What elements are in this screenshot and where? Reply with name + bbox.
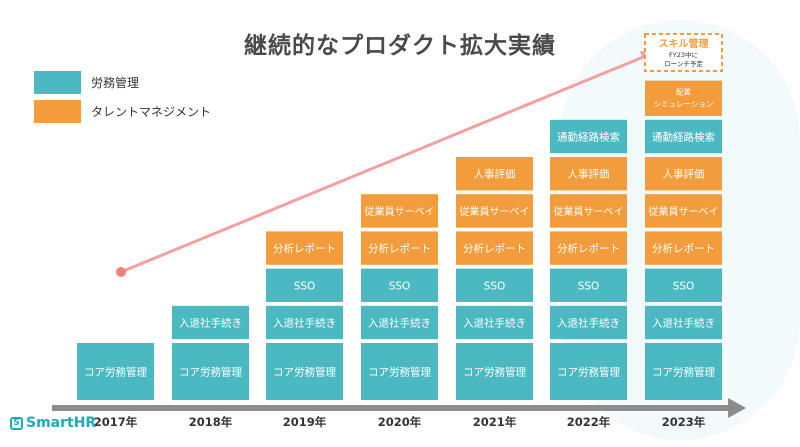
- bar-segment: [361, 231, 438, 265]
- bar-segment: [266, 343, 343, 400]
- bar-segment: [645, 231, 722, 265]
- bar-segment: [266, 231, 343, 265]
- planned-feature-note: FY23中に: [669, 50, 698, 59]
- bar-segment-label: コア労務管理: [557, 366, 620, 379]
- bar-segment: [361, 268, 438, 302]
- bar-segment: [645, 194, 722, 228]
- bar-segment: [266, 305, 343, 340]
- bar-segment-label: コア労務管理: [368, 366, 431, 379]
- trend-start-point: [116, 267, 126, 277]
- bar-segment-label: SSO: [578, 280, 600, 292]
- bar-segment-label: 通勤経路検索: [652, 131, 715, 144]
- bar-segment-label: 入退社手続き: [368, 317, 431, 330]
- bar-segment: [550, 194, 627, 228]
- logo-mark-icon: S: [10, 416, 23, 430]
- planned-feature-note: ローンチ予定: [664, 59, 703, 68]
- bar-segment: [456, 268, 533, 302]
- bar-segment: [645, 343, 722, 400]
- bar-segment-label: コア労務管理: [652, 366, 715, 379]
- bar-segment-label: SSO: [484, 280, 506, 292]
- bar-segment: [456, 305, 533, 340]
- bar-segment: [456, 231, 533, 265]
- legend-label-talent: タレントマネジメント: [91, 105, 212, 119]
- bar-segment-label: 人事評価: [474, 168, 516, 181]
- bar-segment-label: シミュレーション: [654, 99, 714, 108]
- bar-segment: [645, 157, 722, 191]
- bar-segment: [77, 343, 154, 400]
- bar-segment: [361, 194, 438, 228]
- planned-feature-box: [644, 33, 723, 72]
- bar-segment: [645, 268, 722, 302]
- bar-segment: [456, 343, 533, 400]
- bar-segment: [361, 343, 438, 400]
- bar-segment-label: 配置: [676, 87, 691, 96]
- bar-segment-label: SSO: [673, 280, 695, 292]
- bar-segment: [456, 194, 533, 228]
- bar-segment-label: 分析レポート: [557, 242, 620, 255]
- bar-segment-label: 人事評価: [568, 168, 610, 181]
- bar-segment: [645, 119, 722, 154]
- x-tick-label: 2022年: [567, 415, 611, 429]
- smarthr-logo: S SmartHR: [10, 415, 96, 431]
- bar-segment-label: 入退社手続き: [652, 317, 715, 330]
- bar-segment-label: SSO: [294, 280, 316, 292]
- legend-swatch-talent: [34, 100, 81, 123]
- bar-segment-label: コア労務管理: [463, 366, 526, 379]
- bar-segment: [645, 80, 722, 116]
- page-title: 継続的なプロダクト拡大実績: [244, 33, 556, 59]
- bar-segment-label: 通勤経路検索: [557, 131, 620, 144]
- bar-segment: [172, 305, 249, 340]
- legend-swatch-labor: [34, 71, 81, 94]
- bar-segment-label: 人事評価: [663, 168, 705, 181]
- x-tick-label: 2017年: [94, 415, 138, 429]
- bar-segment-label: 入退社手続き: [273, 317, 336, 330]
- bar-segment: [550, 268, 627, 302]
- bar-segment-label: 入退社手続き: [179, 317, 242, 330]
- bar-segment: [172, 343, 249, 400]
- bar-segment-label: 入退社手続き: [463, 317, 526, 330]
- logo-text: SmartHR: [26, 415, 97, 431]
- bar-segment-label: SSO: [389, 280, 411, 292]
- bar-segment-label: 分析レポート: [652, 242, 715, 255]
- bar-segment-label: 従業員サーベイ: [460, 205, 530, 218]
- x-tick-label: 2023年: [662, 415, 706, 429]
- bar-segment: [550, 343, 627, 400]
- bar-segment: [550, 119, 627, 154]
- bar-segment-label: 従業員サーベイ: [365, 205, 435, 218]
- bar-segment: [266, 268, 343, 302]
- bar-segment: [550, 157, 627, 191]
- bar-segment: [550, 305, 627, 340]
- bar-segment-label: コア労務管理: [179, 366, 242, 379]
- x-tick-label: 2020年: [378, 415, 422, 429]
- bar-segment-label: 従業員サーベイ: [554, 205, 624, 218]
- x-tick-label: 2018年: [189, 415, 233, 429]
- bar-segment: [456, 157, 533, 191]
- trend-line: [120, 53, 649, 274]
- bar-segment-label: コア労務管理: [84, 366, 147, 379]
- bar-segment-label: 分析レポート: [273, 242, 336, 255]
- bar-segment: [645, 305, 722, 340]
- bar-segment: [550, 231, 627, 265]
- bar-segment-label: コア労務管理: [273, 366, 336, 379]
- bar-segment-label: 入退社手続き: [557, 317, 620, 330]
- bar-segment-label: 従業員サーベイ: [649, 205, 719, 218]
- bar-segment: [361, 305, 438, 340]
- x-axis-arrowhead-icon: [728, 398, 746, 418]
- bar-segment-label: 分析レポート: [368, 242, 431, 255]
- x-tick-label: 2021年: [473, 415, 517, 429]
- planned-feature-title: スキル管理: [659, 37, 709, 50]
- bar-segment-label: 分析レポート: [463, 242, 526, 255]
- legend-label-labor: 労務管理: [91, 76, 140, 90]
- x-tick-label: 2019年: [283, 415, 327, 429]
